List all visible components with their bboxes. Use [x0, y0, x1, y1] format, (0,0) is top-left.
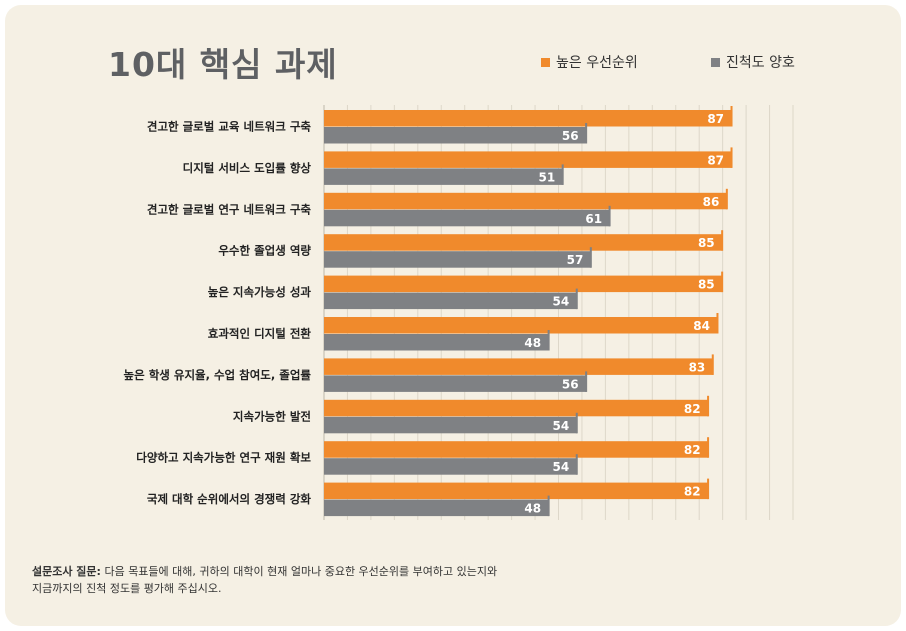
bar-progress-cap	[589, 247, 592, 268]
bar-progress-cap	[547, 495, 550, 517]
legend-item-priority: 높은 우선순위	[541, 52, 638, 72]
legend-swatch-priority	[541, 57, 550, 67]
footnote-line-1: 설문조사 질문: 다음 목표들에 대해, 귀하의 대학이 현재 얼마나 중요한 …	[32, 563, 652, 580]
bar-progress	[324, 499, 550, 517]
bar-progress-cap	[608, 205, 611, 227]
category-label: 국제 대학 순위에서의 경쟁력 강화	[147, 492, 312, 506]
bar-progress-cap	[575, 412, 578, 434]
category-label: 다양하고 지속가능한 연구 재원 확보	[136, 451, 311, 465]
bar-progress-cap	[547, 330, 550, 351]
bar-progress-cap	[575, 288, 578, 310]
data-label-priority: 87	[707, 153, 724, 167]
bar-priority-cap	[730, 147, 733, 168]
bar-priority	[324, 358, 714, 375]
legend-swatch-progress	[711, 57, 720, 67]
survey-footnote: 설문조사 질문: 다음 목표들에 대해, 귀하의 대학이 현재 얼마나 중요한 …	[32, 563, 652, 597]
bar-progress	[324, 251, 592, 268]
category-label: 견고한 글로벌 교육 네트워크 구축	[147, 120, 312, 134]
data-label-priority: 83	[689, 360, 706, 374]
data-label-priority: 82	[684, 443, 701, 457]
category-label: 높은 학생 유지율, 수업 참여도, 졸업률	[124, 368, 312, 382]
category-label: 지속가능한 발전	[233, 409, 311, 423]
bar-priority-cap	[725, 188, 728, 210]
data-label-progress: 54	[553, 295, 570, 309]
data-label-progress: 48	[524, 336, 541, 350]
bar-priority	[324, 441, 709, 458]
category-label: 우수한 졸업생 역량	[218, 244, 311, 258]
legend-label-progress: 진척도 양호	[726, 55, 795, 71]
data-label-priority: 85	[698, 278, 715, 292]
category-label: 디지털 서비스 도입률 향상	[183, 161, 312, 175]
bar-progress	[324, 334, 550, 351]
bar-progress	[324, 168, 564, 185]
category-label: 효과적인 디지털 전환	[208, 327, 312, 341]
data-label-progress: 56	[562, 377, 579, 391]
bar-priority-cap	[730, 106, 733, 127]
data-label-progress: 61	[585, 212, 602, 226]
bar-priority	[324, 234, 723, 251]
data-label-progress: 48	[524, 502, 541, 516]
bar-priority	[324, 482, 709, 500]
bar-priority-cap	[716, 313, 719, 334]
data-label-progress: 56	[562, 129, 579, 143]
footnote-text-1: 다음 목표들에 대해, 귀하의 대학이 현재 얼마나 중요한 우선순위를 부여하…	[104, 565, 498, 578]
bar-progress-cap	[561, 164, 564, 185]
legend-label-priority: 높은 우선순위	[556, 55, 638, 71]
bar-chart: 견고한 글로벌 교육 네트워크 구축 87 56 디지털 서비스 도입률 향상 87 51…	[124, 105, 794, 520]
data-label-priority: 84	[693, 319, 710, 333]
category-label: 높은 지속가능성 성과	[208, 285, 312, 299]
data-label-progress: 54	[553, 419, 570, 433]
footnote-line-2: 지금까지의 진척 정도를 평가해 주십시오.	[32, 582, 222, 595]
bar-progress	[324, 416, 578, 434]
bar-progress-cap	[575, 454, 578, 475]
data-label-progress: 57	[567, 253, 584, 267]
bar-priority	[324, 110, 733, 127]
data-label-priority: 86	[703, 195, 720, 209]
bar-priority	[324, 317, 718, 334]
chart-card	[5, 5, 901, 626]
bar-priority-cap	[721, 271, 724, 293]
footnote-label: 설문조사 질문:	[32, 565, 101, 578]
bar-progress	[324, 458, 578, 475]
bar-progress	[324, 375, 587, 392]
bar-progress-cap	[585, 371, 588, 392]
data-label-priority: 87	[707, 112, 724, 126]
data-label-priority: 82	[684, 402, 701, 416]
bar-priority	[324, 192, 728, 210]
bar-priority	[324, 399, 709, 417]
data-label-progress: 51	[538, 170, 555, 184]
bar-priority	[324, 151, 733, 168]
bar-progress	[324, 209, 611, 227]
bar-priority-cap	[707, 437, 710, 458]
bar-priority	[324, 275, 723, 293]
bar-progress	[324, 127, 587, 144]
category-label: 견고한 글로벌 연구 네트워크 구축	[147, 202, 312, 216]
legend-item-progress: 진척도 양호	[711, 52, 795, 72]
bar-progress-cap	[585, 123, 588, 144]
bar-priority-cap	[721, 230, 724, 251]
data-label-progress: 54	[553, 460, 570, 474]
bar-priority-cap	[711, 354, 714, 375]
data-label-priority: 82	[684, 485, 701, 499]
bar-priority-cap	[707, 395, 710, 417]
bar-priority-cap	[707, 478, 710, 500]
data-label-priority: 85	[698, 236, 715, 250]
chart-title: 10대 핵심 과제	[108, 45, 338, 84]
bar-progress	[324, 292, 578, 310]
